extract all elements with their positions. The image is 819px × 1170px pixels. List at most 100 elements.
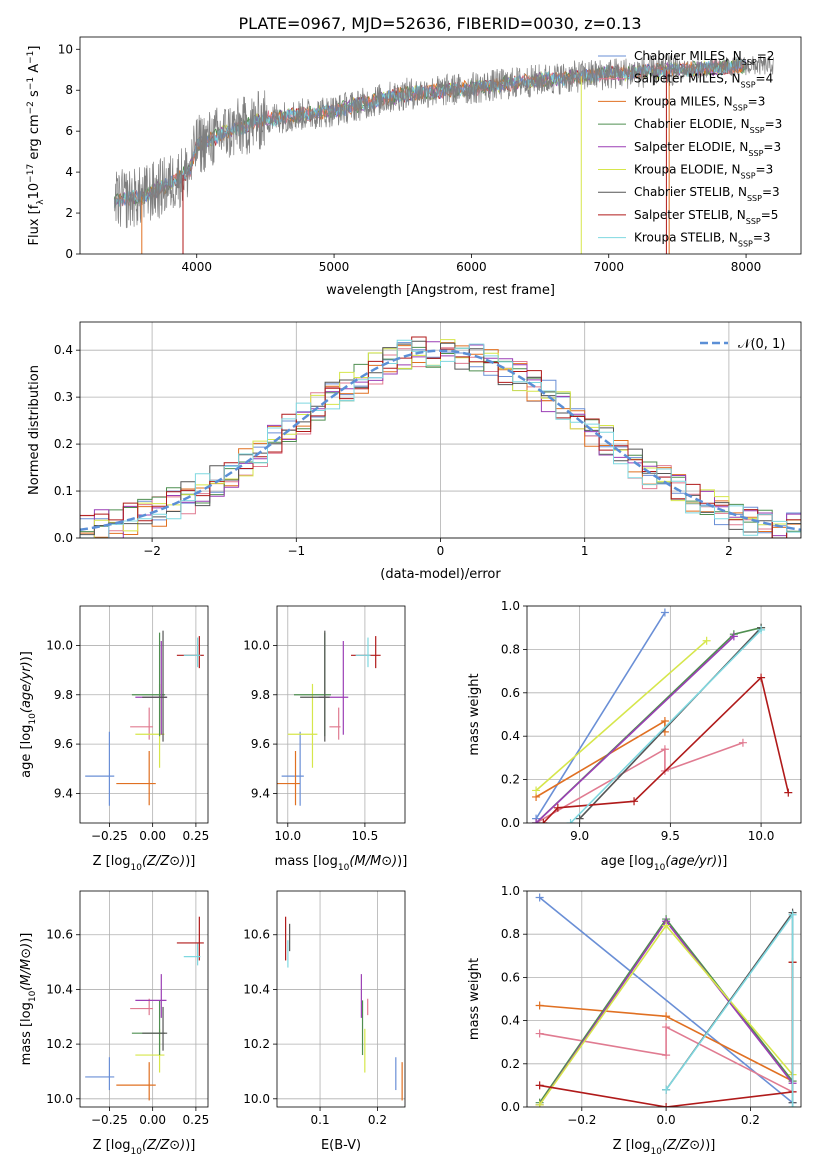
mass_weight_vs_age-axes: 9.0 9.5 10.0 0.0 0.2 0.4 0.6 0.8 1.0	[501, 599, 801, 843]
axis-label: age [log10(age/yr))]	[601, 854, 728, 873]
mass_vs_ebv-points	[285, 916, 403, 1101]
y-tick-label: 2	[65, 206, 73, 220]
histogram-steps	[80, 336, 801, 538]
legend-entry: Chabrier MILES, NSSP=2	[634, 49, 774, 67]
y-tick-label: 0.2	[54, 437, 73, 451]
y-tick-label: 6	[65, 124, 73, 138]
mass-weight-marker	[788, 910, 797, 919]
x-tick-label: 9.5	[661, 829, 680, 843]
mass-weight-marker	[535, 1029, 544, 1038]
y-tick-label: 0.3	[54, 390, 73, 404]
x-tick-label: 5000	[319, 260, 350, 274]
mass_vs_Z-points	[85, 916, 204, 1101]
mass-weight-marker	[702, 636, 711, 645]
y-tick-label: 10.0	[46, 1092, 73, 1106]
figure-title: PLATE=0967, MJD=52636, FIBERID=0030, z=0…	[238, 14, 641, 33]
histogram-step-line	[80, 339, 801, 538]
mass-weight-line	[539, 1025, 793, 1093]
y-tick-label: 9.8	[54, 688, 73, 702]
observed-spectrum-line	[113, 53, 774, 229]
x-tick-label: −2	[143, 544, 161, 558]
y-tick-label: 9.4	[251, 786, 270, 800]
mass-weight-marker	[535, 893, 544, 902]
y-tick-label: 0.1	[54, 484, 73, 498]
mass-weight-marker	[660, 745, 669, 754]
y-tick-label: 10.4	[243, 982, 270, 996]
axes-frame	[79, 890, 209, 1108]
y-tick-label: 0.2	[501, 773, 520, 787]
mass-weight-marker	[738, 738, 747, 747]
spectrum-axes: 4000 5000 6000 7000 8000 0 2 4 6 8 10	[58, 42, 762, 274]
mass_weight_vs_age-series	[532, 608, 793, 823]
y-tick-label: 10.2	[46, 1037, 73, 1051]
axis-label: Z [log10(Z/Z⊙))]	[93, 1138, 196, 1157]
y-tick-label: 0.2	[501, 1057, 520, 1071]
mass-weight-marker	[539, 819, 548, 823]
mass-weight-line	[569, 629, 762, 823]
legend-entry: Kroupa STELIB, NSSP=3	[634, 231, 771, 249]
legend-entry: Chabrier ELODIE, NSSP=3	[634, 117, 782, 135]
axis-label: age [log10(age/yr))]	[19, 651, 38, 778]
x-tick-label: 2	[725, 544, 733, 558]
y-tick-label: 0	[65, 247, 73, 261]
mass-weight-marker	[630, 797, 639, 806]
legend: Chabrier MILES, NSSP=2 Salpeter MILES, NS…	[598, 49, 782, 248]
mass-weight-marker	[729, 632, 738, 641]
x-tick-label: −0.2	[567, 1113, 596, 1127]
age_vs_Z-points	[85, 630, 204, 806]
x-tick-label: 10.0	[274, 829, 301, 843]
x-tick-label: −0.25	[91, 1113, 128, 1127]
age_vs_mass-points	[277, 630, 381, 806]
x-tick-label: 7000	[593, 260, 624, 274]
x-tick-label: 0	[437, 544, 445, 558]
mass-weight-line	[535, 635, 735, 823]
y-tick-label: 10.2	[243, 1037, 270, 1051]
y-tick-label: 10.4	[46, 982, 73, 996]
mass-weight-marker	[662, 1103, 671, 1107]
mass_weight_vs_Z-axes: −0.2 0.0 0.2 0.0 0.2 0.4 0.6 0.8 1.0	[501, 884, 801, 1127]
gaussian-legend-label: 𝒩(0, 1)	[738, 337, 785, 352]
x-axis-label: E(B-V)	[321, 1138, 361, 1153]
mass-weight-marker	[660, 608, 669, 617]
y-tick-label: 8	[65, 83, 73, 97]
legend-entry: Salpeter STELIB, NSSP=5	[634, 208, 778, 226]
x-tick-label: 10.5	[352, 829, 379, 843]
y-tick-label: 0.4	[501, 729, 520, 743]
legend-entry: Salpeter MILES, NSSP=4	[634, 72, 773, 90]
y-tick-label: 0.0	[501, 1100, 520, 1114]
legend-entry: Kroupa ELODIE, NSSP=3	[634, 163, 773, 181]
x-axis-label: wavelength [Angstrom, rest frame]	[326, 283, 555, 298]
x-tick-label: 0.0	[657, 1113, 676, 1127]
mass_weight_vs_Z-series	[535, 893, 797, 1107]
y-tick-label: 0.4	[54, 343, 73, 357]
x-tick-label: 4000	[181, 260, 212, 274]
mass-weight-marker	[662, 1051, 671, 1060]
axis-label: Z [log10(Z/Z⊙))]	[93, 854, 196, 873]
y-tick-label: 0.4	[501, 1014, 520, 1028]
legend-entry: Kroupa MILES, NSSP=3	[634, 94, 765, 112]
mass-weight-marker	[662, 1085, 671, 1094]
mass-weight-marker	[575, 814, 584, 823]
axes-frame	[526, 890, 802, 1108]
axes-frame	[276, 890, 406, 1108]
mass-weight-line	[535, 741, 744, 823]
mass-weight-line	[539, 896, 794, 1104]
age_vs_mass-axes: 10.0 10.5 9.4 9.6 9.8 10.0	[243, 606, 405, 843]
mass-weight-marker	[535, 1081, 544, 1090]
legend-entry: Salpeter ELODIE, NSSP=3	[634, 140, 781, 158]
age_vs_Z-axes: −0.25 0.00 0.25 9.4 9.6 9.8 10.0	[46, 606, 209, 843]
mass-weight-marker	[553, 803, 562, 812]
mass-weight-marker	[660, 717, 669, 726]
mass-weight-marker	[788, 1103, 797, 1107]
y-axis-label: mass weight	[467, 958, 482, 1040]
y-tick-label: 9.8	[251, 688, 270, 702]
x-tick-label: 0.00	[139, 1113, 166, 1127]
mass-weight-marker	[532, 786, 541, 795]
axis-label: mass [log10(M/M⊙))]	[19, 933, 38, 1066]
y-axis-label: Flux [fλ10−17 erg cm−2 s−1 A−1]	[26, 46, 46, 246]
x-tick-label: 0.2	[741, 1113, 760, 1127]
x-tick-label: 0.00	[139, 829, 166, 843]
mass-weight-marker	[757, 625, 766, 634]
mass-weight-marker	[662, 1023, 671, 1032]
y-tick-label: 10.0	[243, 1092, 270, 1106]
